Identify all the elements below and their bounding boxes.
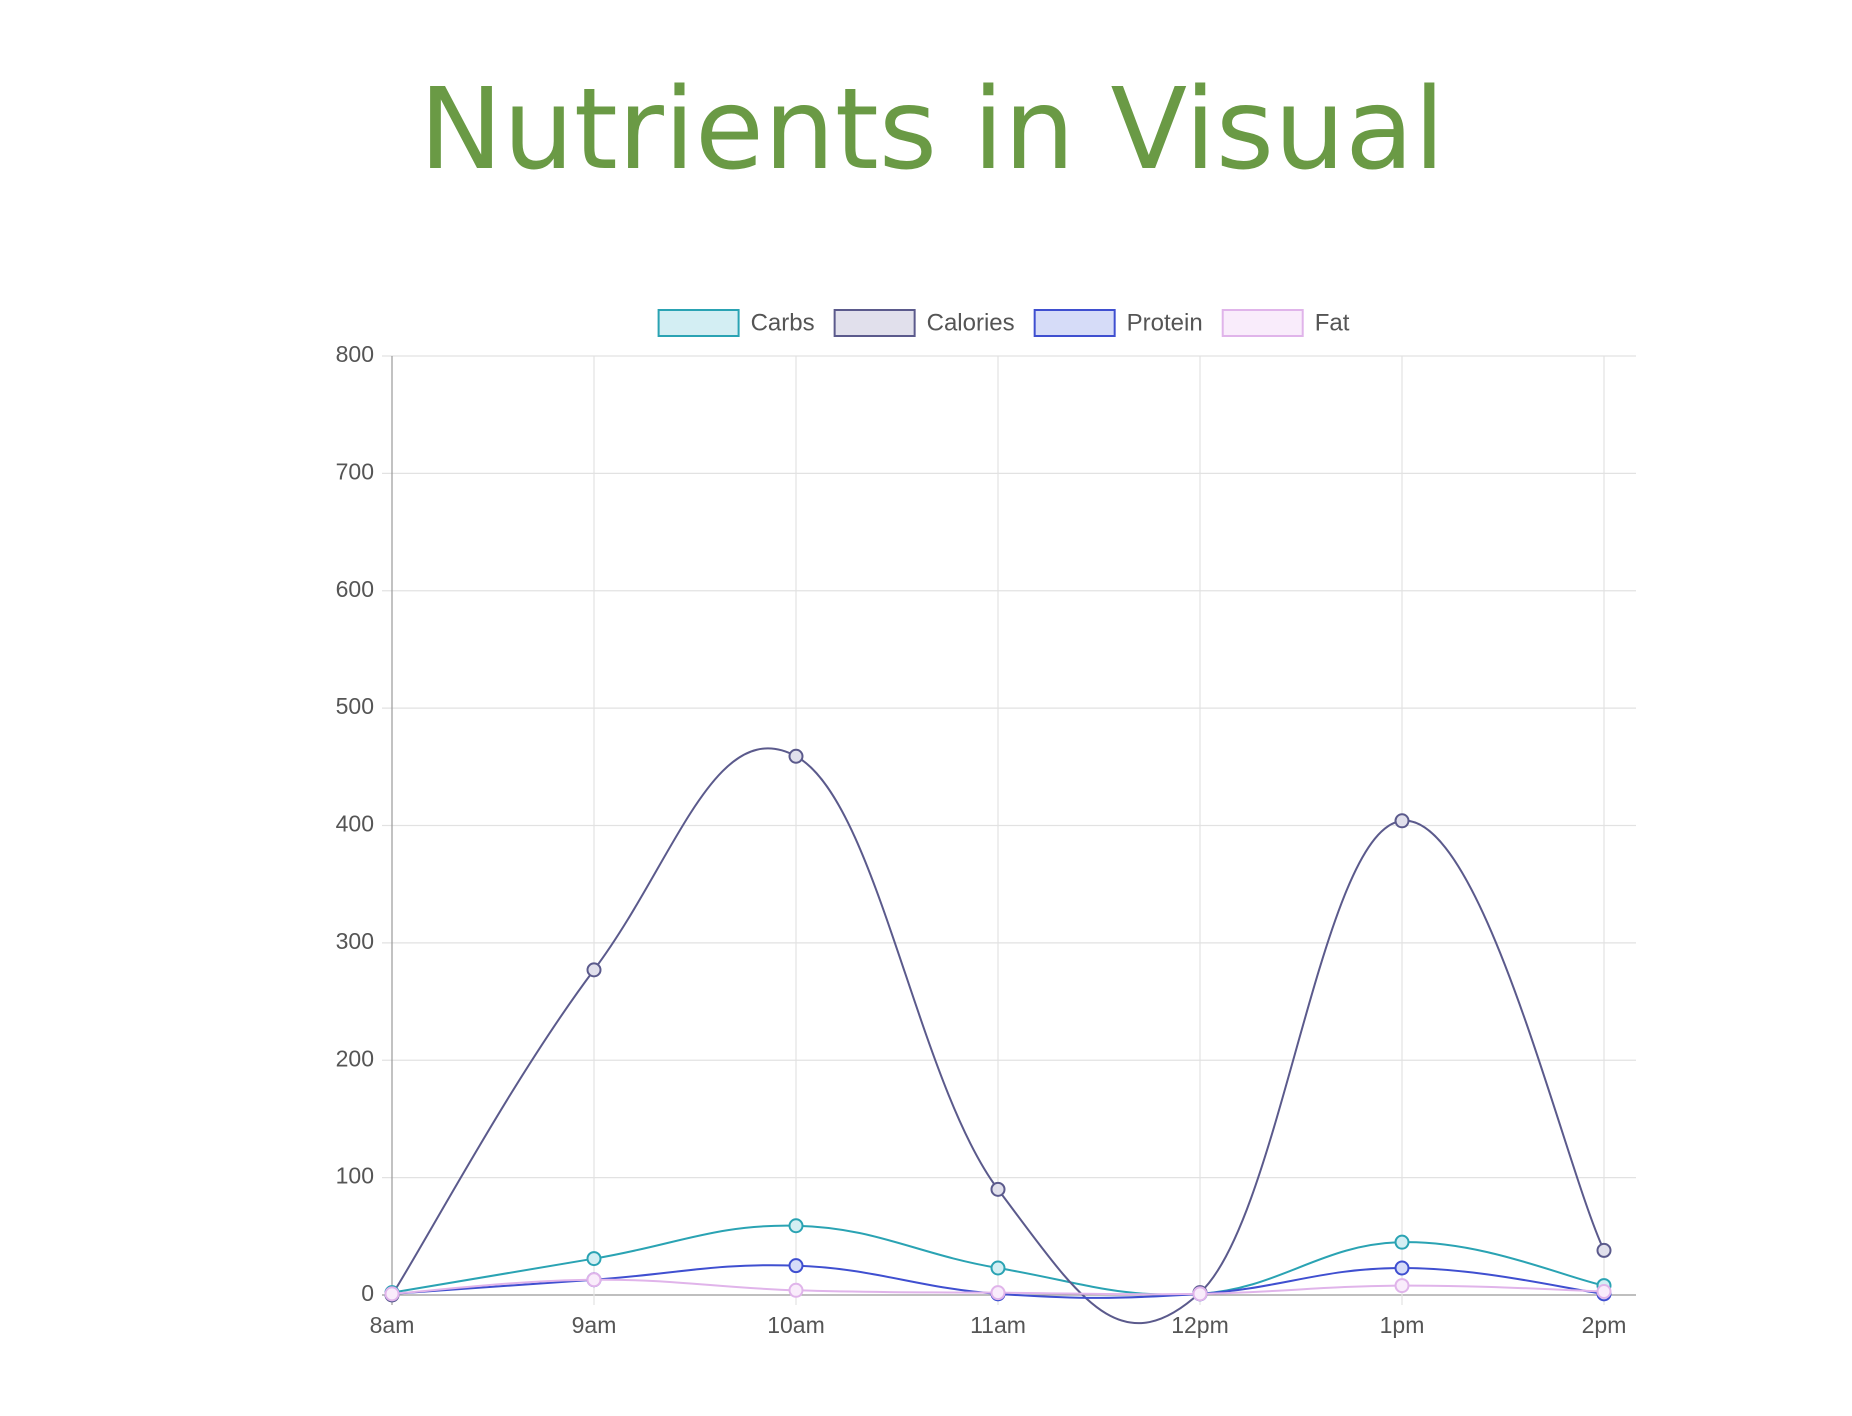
y-tick-label: 400	[336, 811, 374, 837]
y-tick-label: 500	[336, 693, 374, 719]
y-tick-label: 300	[336, 928, 374, 954]
data-point	[586, 962, 602, 978]
legend-label: Fat	[1315, 309, 1350, 336]
data-point	[990, 1260, 1006, 1276]
data-point	[1394, 813, 1410, 829]
data-point	[990, 1285, 1006, 1301]
legend-label: Carbs	[751, 309, 815, 336]
data-point	[788, 748, 804, 764]
legend-swatch	[1033, 309, 1116, 337]
data-point	[788, 1282, 804, 1298]
data-point	[384, 1286, 400, 1302]
y-tick-label: 0	[361, 1280, 374, 1306]
legend-swatch	[833, 309, 916, 337]
data-point	[586, 1272, 602, 1288]
series-line	[391, 747, 1605, 1324]
legend-swatch	[657, 309, 740, 337]
x-tick-label: 2pm	[1582, 1312, 1627, 1338]
x-tick-label: 12pm	[1171, 1312, 1229, 1338]
data-point	[788, 1218, 804, 1234]
page-title: Nutrients in Visual	[419, 65, 1445, 195]
y-tick-label: 600	[336, 576, 374, 602]
data-point	[1394, 1260, 1410, 1276]
x-tick-label: 10am	[767, 1312, 825, 1338]
data-point	[586, 1251, 602, 1267]
y-tick-label: 200	[336, 1045, 374, 1071]
x-tick-label: 1pm	[1380, 1312, 1425, 1338]
data-point	[1596, 1283, 1612, 1299]
data-point	[1394, 1278, 1410, 1294]
data-point	[788, 1258, 804, 1274]
y-tick-label: 700	[336, 458, 374, 484]
x-tick-label: 9am	[572, 1312, 617, 1338]
y-tick-label: 800	[336, 341, 374, 367]
data-point	[990, 1181, 1006, 1197]
data-point	[1394, 1234, 1410, 1250]
x-tick-label: 11am	[970, 1312, 1026, 1338]
data-point	[1596, 1242, 1612, 1258]
legend-label: Protein	[1127, 309, 1203, 336]
data-point	[1192, 1286, 1208, 1302]
legend-label: Calories	[927, 309, 1015, 336]
y-tick-label: 100	[336, 1163, 374, 1189]
x-tick-label: 8am	[370, 1312, 415, 1338]
legend-swatch	[1221, 309, 1304, 337]
